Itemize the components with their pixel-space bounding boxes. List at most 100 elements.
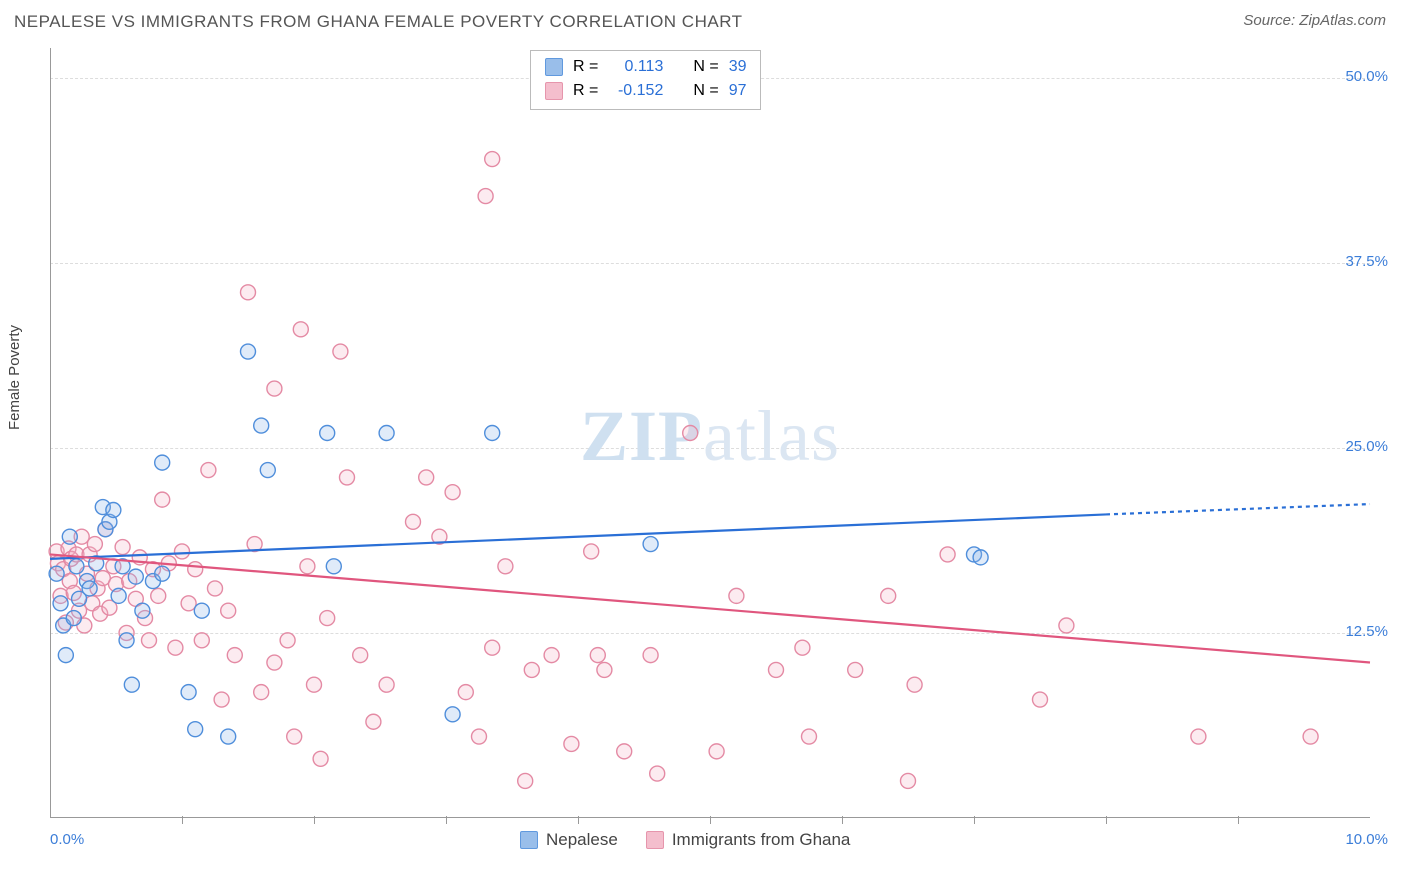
data-point-ghana (313, 751, 328, 766)
data-point-ghana (208, 581, 223, 596)
data-point-nepalese (124, 677, 139, 692)
data-point-ghana (280, 633, 295, 648)
legend-row-series-1: R = -0.152 N = 97 (545, 79, 746, 103)
data-point-ghana (940, 547, 955, 562)
data-point-ghana (115, 540, 130, 555)
y-axis-label: Female Poverty (6, 325, 23, 430)
data-point-nepalese (254, 418, 269, 433)
data-point-ghana (901, 773, 916, 788)
source-attribution: Source: ZipAtlas.com (1243, 12, 1386, 29)
data-point-nepalese (221, 729, 236, 744)
data-point-ghana (181, 596, 196, 611)
series-legend: Nepalese Immigrants from Ghana (520, 830, 850, 850)
data-point-ghana (333, 344, 348, 359)
data-point-nepalese (194, 603, 209, 618)
data-point-ghana (221, 603, 236, 618)
legend-item-series-0: Nepalese (520, 830, 618, 850)
data-point-nepalese (58, 648, 73, 663)
data-point-ghana (353, 648, 368, 663)
data-point-ghana (194, 633, 209, 648)
data-point-ghana (406, 514, 421, 529)
data-point-ghana (1059, 618, 1074, 633)
data-point-ghana (267, 381, 282, 396)
data-point-nepalese (135, 603, 150, 618)
data-point-nepalese (106, 503, 121, 518)
data-point-ghana (445, 485, 460, 500)
data-point-nepalese (188, 722, 203, 737)
data-point-ghana (498, 559, 513, 574)
data-point-ghana (729, 588, 744, 603)
n-prefix: N = (693, 82, 718, 100)
data-point-ghana (802, 729, 817, 744)
data-point-nepalese (241, 344, 256, 359)
data-point-ghana (168, 640, 183, 655)
data-point-ghana (458, 685, 473, 700)
data-point-ghana (151, 588, 166, 603)
data-point-ghana (485, 152, 500, 167)
data-point-ghana (1033, 692, 1048, 707)
data-point-nepalese (445, 707, 460, 722)
data-point-ghana (881, 588, 896, 603)
data-point-ghana (907, 677, 922, 692)
data-point-ghana (300, 559, 315, 574)
data-point-ghana (293, 322, 308, 337)
data-point-ghana (650, 766, 665, 781)
data-point-ghana (340, 470, 355, 485)
trend-line-ext-nepalese (1106, 504, 1370, 514)
legend-row-series-0: R = 0.113 N = 39 (545, 55, 746, 79)
swatch-series-0-bottom (520, 831, 538, 849)
data-point-ghana (709, 744, 724, 759)
data-point-ghana (201, 463, 216, 478)
data-point-ghana (287, 729, 302, 744)
data-point-nepalese (49, 566, 64, 581)
chart-title: NEPALESE VS IMMIGRANTS FROM GHANA FEMALE… (14, 12, 743, 32)
data-point-nepalese (82, 581, 97, 596)
data-point-nepalese (155, 455, 170, 470)
x-axis-min-label: 0.0% (50, 831, 84, 848)
correlation-legend: R = 0.113 N = 39 R = -0.152 N = 97 (530, 50, 761, 110)
chart-container: NEPALESE VS IMMIGRANTS FROM GHANA FEMALE… (0, 0, 1406, 892)
data-point-nepalese (66, 611, 81, 626)
data-point-nepalese (53, 596, 68, 611)
chart-svg (50, 48, 1370, 818)
data-point-ghana (478, 189, 493, 204)
series-1-label: Immigrants from Ghana (672, 830, 851, 850)
n-prefix: N = (693, 58, 718, 76)
data-point-nepalese (320, 426, 335, 441)
data-point-ghana (227, 648, 242, 663)
data-point-ghana (590, 648, 605, 663)
source-prefix: Source: (1243, 12, 1299, 29)
data-point-ghana (254, 685, 269, 700)
data-point-ghana (683, 426, 698, 441)
data-point-nepalese (326, 559, 341, 574)
data-point-ghana (544, 648, 559, 663)
data-point-nepalese (62, 529, 77, 544)
data-point-ghana (1191, 729, 1206, 744)
data-point-nepalese (111, 588, 126, 603)
r-value-series-1: -0.152 (608, 82, 663, 100)
data-point-ghana (155, 492, 170, 507)
data-point-ghana (87, 537, 102, 552)
r-prefix: R = (573, 82, 598, 100)
data-point-nepalese (485, 426, 500, 441)
swatch-series-0 (545, 58, 563, 76)
data-point-ghana (524, 662, 539, 677)
data-point-nepalese (181, 685, 196, 700)
swatch-series-1-bottom (646, 831, 664, 849)
legend-item-series-1: Immigrants from Ghana (646, 830, 851, 850)
data-point-nepalese (119, 633, 134, 648)
data-point-ghana (564, 736, 579, 751)
data-point-nepalese (69, 559, 84, 574)
data-point-ghana (379, 677, 394, 692)
data-point-nepalese (379, 426, 394, 441)
data-point-ghana (485, 640, 500, 655)
r-prefix: R = (573, 58, 598, 76)
data-point-nepalese (643, 537, 658, 552)
data-point-ghana (643, 648, 658, 663)
n-value-series-0: 39 (729, 58, 747, 76)
data-point-ghana (241, 285, 256, 300)
data-point-ghana (175, 544, 190, 559)
data-point-nepalese (128, 569, 143, 584)
data-point-ghana (597, 662, 612, 677)
source-name: ZipAtlas.com (1299, 12, 1386, 29)
